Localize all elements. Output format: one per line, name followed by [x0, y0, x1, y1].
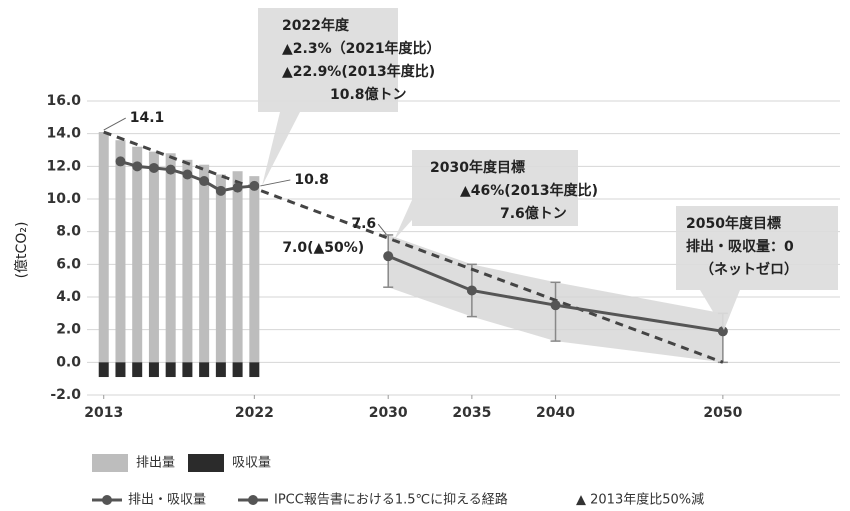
legend-label: 排出・吸収量	[128, 493, 206, 508]
legend-swatch	[102, 495, 112, 505]
callout-text: ▲46%(2013年度比)	[460, 182, 598, 199]
callout-text: 排出・吸収量：0	[686, 238, 794, 255]
line-point	[115, 156, 126, 167]
bar	[215, 362, 226, 378]
data-label: 10.8	[294, 172, 329, 188]
bar	[232, 171, 243, 363]
y-tick-label: 6.0	[56, 256, 81, 272]
callout-text: 7.6億トン	[500, 205, 567, 222]
bar	[148, 362, 159, 378]
x-tick-label: 2050	[703, 405, 742, 421]
x-tick-label: 2013	[84, 405, 123, 421]
bar	[165, 362, 176, 378]
y-tick-label: 14.0	[46, 126, 81, 142]
callout-pointer	[262, 112, 300, 186]
line-point	[215, 185, 226, 196]
callout-pointer	[394, 200, 412, 240]
y-tick-label: 4.0	[56, 289, 81, 305]
y-tick-label: 10.0	[46, 191, 81, 207]
bar	[199, 164, 210, 363]
legend-label: ▲ 2013年度比50%減	[576, 492, 704, 508]
callout-text: 10.8億トン	[330, 86, 407, 103]
line-point	[232, 182, 243, 193]
bar	[132, 146, 143, 363]
bar	[215, 174, 226, 363]
legend-swatch	[248, 495, 258, 505]
line	[387, 254, 724, 333]
line-point	[182, 169, 193, 180]
line-point	[249, 180, 260, 191]
legend-label: 排出量	[136, 456, 175, 471]
bar	[115, 362, 126, 378]
x-tick-label: 2030	[369, 405, 408, 421]
x-tick-label: 2022	[235, 405, 274, 421]
callout-box	[412, 150, 578, 226]
callout-text: 2030年度目標	[430, 159, 525, 176]
x-tick-label: 2040	[536, 405, 575, 421]
y-axis-label: (億tCO₂)	[14, 222, 30, 279]
line-point	[165, 164, 176, 175]
callout-text: （ネットゼロ）	[700, 261, 798, 278]
target-label: 7.0(▲50%)	[282, 240, 364, 256]
callout-text: ▲22.9%(2013年度比)	[282, 63, 435, 80]
legend-label: IPCC報告書における1.5℃に抑える経路	[274, 492, 508, 508]
line-point	[717, 326, 728, 337]
bar	[232, 362, 243, 378]
bar	[249, 176, 260, 363]
bar	[249, 362, 260, 378]
legend-swatch	[92, 454, 128, 472]
line-point	[199, 176, 210, 187]
label-leader	[103, 117, 126, 131]
bar	[182, 159, 193, 363]
y-tick-label: 0.0	[56, 354, 81, 370]
bar	[199, 362, 210, 378]
data-label: 7.6	[351, 216, 376, 232]
callout-text: ▲2.3%（2021年度比）	[282, 40, 441, 57]
bar	[98, 132, 109, 363]
line-point	[550, 300, 561, 311]
bar	[148, 151, 159, 363]
bar	[165, 153, 176, 363]
callout-pointer	[700, 290, 740, 330]
y-tick-label: -2.0	[50, 387, 81, 403]
callout-text: 2050年度目標	[686, 215, 781, 232]
callout-box	[258, 8, 398, 112]
line-point	[132, 161, 143, 172]
callout-text: 2022年度	[282, 17, 350, 34]
label-leader	[260, 179, 291, 187]
line-point	[383, 251, 394, 262]
y-tick-label: 8.0	[56, 224, 81, 240]
data-label: 14.1	[130, 110, 165, 126]
line-point	[466, 285, 477, 296]
legend-label: 吸収量	[232, 456, 271, 471]
line-point	[148, 162, 159, 173]
label-leader	[377, 223, 387, 235]
bar	[98, 362, 109, 378]
y-tick-label: 12.0	[46, 158, 81, 174]
y-tick-label: 2.0	[56, 322, 81, 338]
x-tick-label: 2035	[452, 405, 491, 421]
bar	[132, 362, 143, 378]
bar	[115, 140, 126, 363]
legend-swatch	[188, 454, 224, 472]
y-tick-label: 16.0	[46, 93, 81, 109]
callout-box	[676, 206, 838, 290]
reference-line	[103, 130, 724, 364]
bar	[182, 362, 193, 378]
